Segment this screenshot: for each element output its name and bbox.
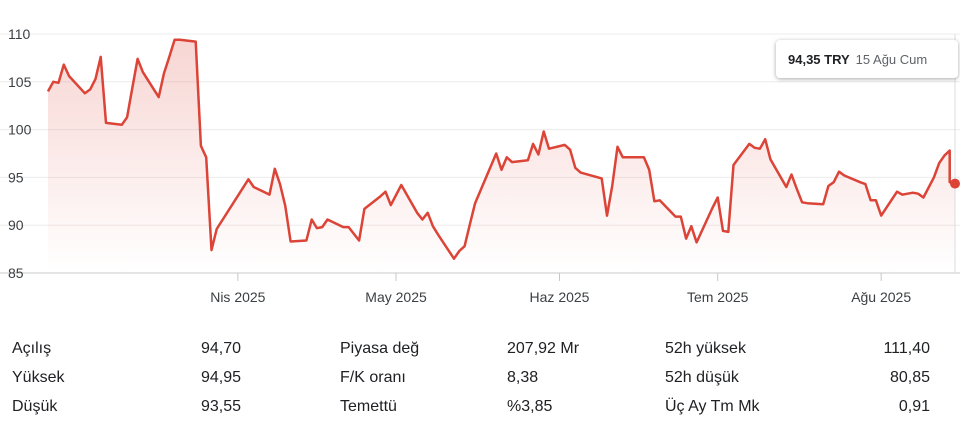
- stat-value: 8,38: [507, 369, 539, 386]
- y-tick-label: 85: [8, 265, 24, 281]
- x-tick-label: Tem 2025: [687, 289, 749, 305]
- stat-label: 52h düşük: [665, 369, 739, 386]
- tooltip-price: 94,35 TRY: [788, 51, 850, 67]
- price-line: [46, 38, 956, 260]
- x-tick-label: Ağu 2025: [851, 289, 911, 305]
- stat-value: 207,92 Mr: [507, 340, 580, 357]
- x-tick-label: Nis 2025: [210, 289, 265, 305]
- tooltip-date: 15 Ağu Cum: [855, 51, 928, 67]
- x-axis-ticks: Nis 2025 May 2025 Haz 2025 Tem 2025 Ağu 2025: [210, 273, 911, 305]
- stat-label: Temettü: [340, 398, 397, 415]
- stat-label: Piyasa değ: [340, 340, 420, 357]
- y-tick-label: 100: [8, 122, 32, 138]
- stat-label: Üç Ay Tm Mk: [665, 398, 760, 415]
- price-tooltip: 94,35 TRY 15 Ağu Cum: [776, 40, 958, 78]
- stats-row: Düşük 93,55 Temettü %3,85 Üç Ay Tm Mk 0,…: [0, 394, 960, 423]
- stat-label: 52h yüksek: [665, 340, 746, 357]
- stat-value: 94,95: [200, 369, 241, 386]
- stat-value: 0,91: [898, 398, 930, 415]
- stats-row: Açılış 94,70 Piyasa değ 207,92 Mr 52h yü…: [0, 336, 960, 365]
- price-chart-svg[interactable]: 110 105 100 95 90 85 Nis 2025 May 2025 Haz 2025…: [0, 0, 960, 320]
- y-tick-label: 105: [8, 74, 32, 90]
- y-tick-label: 95: [8, 169, 24, 185]
- y-tick-label: 90: [8, 217, 24, 233]
- y-axis-ticks: 110 105 100 95 90 85: [8, 26, 32, 281]
- stat-value: 80,85: [889, 369, 930, 386]
- current-price-dot: [950, 178, 960, 189]
- stat-label: Açılış: [12, 340, 52, 357]
- stat-value: 94,70: [200, 340, 241, 357]
- stat-value: 111,40: [883, 340, 930, 357]
- x-tick-label: May 2025: [365, 289, 427, 305]
- stats-table: Açılış 94,70 Piyasa değ 207,92 Mr 52h yü…: [0, 336, 960, 423]
- stat-label: F/K oranı: [340, 369, 406, 386]
- stat-value: %3,85: [507, 398, 553, 415]
- price-chart[interactable]: 110 105 100 95 90 85 Nis 2025 May 2025 Haz 2025…: [0, 0, 960, 320]
- stat-label: Yüksek: [12, 369, 65, 386]
- price-area: [48, 39, 955, 274]
- stats-row: Yüksek 94,95 F/K oranı 8,38 52h düşük 80…: [0, 365, 960, 394]
- stat-value: 93,55: [200, 398, 241, 415]
- x-tick-label: Haz 2025: [530, 289, 590, 305]
- stat-label: Düşük: [12, 398, 58, 415]
- y-tick-label: 110: [8, 26, 31, 42]
